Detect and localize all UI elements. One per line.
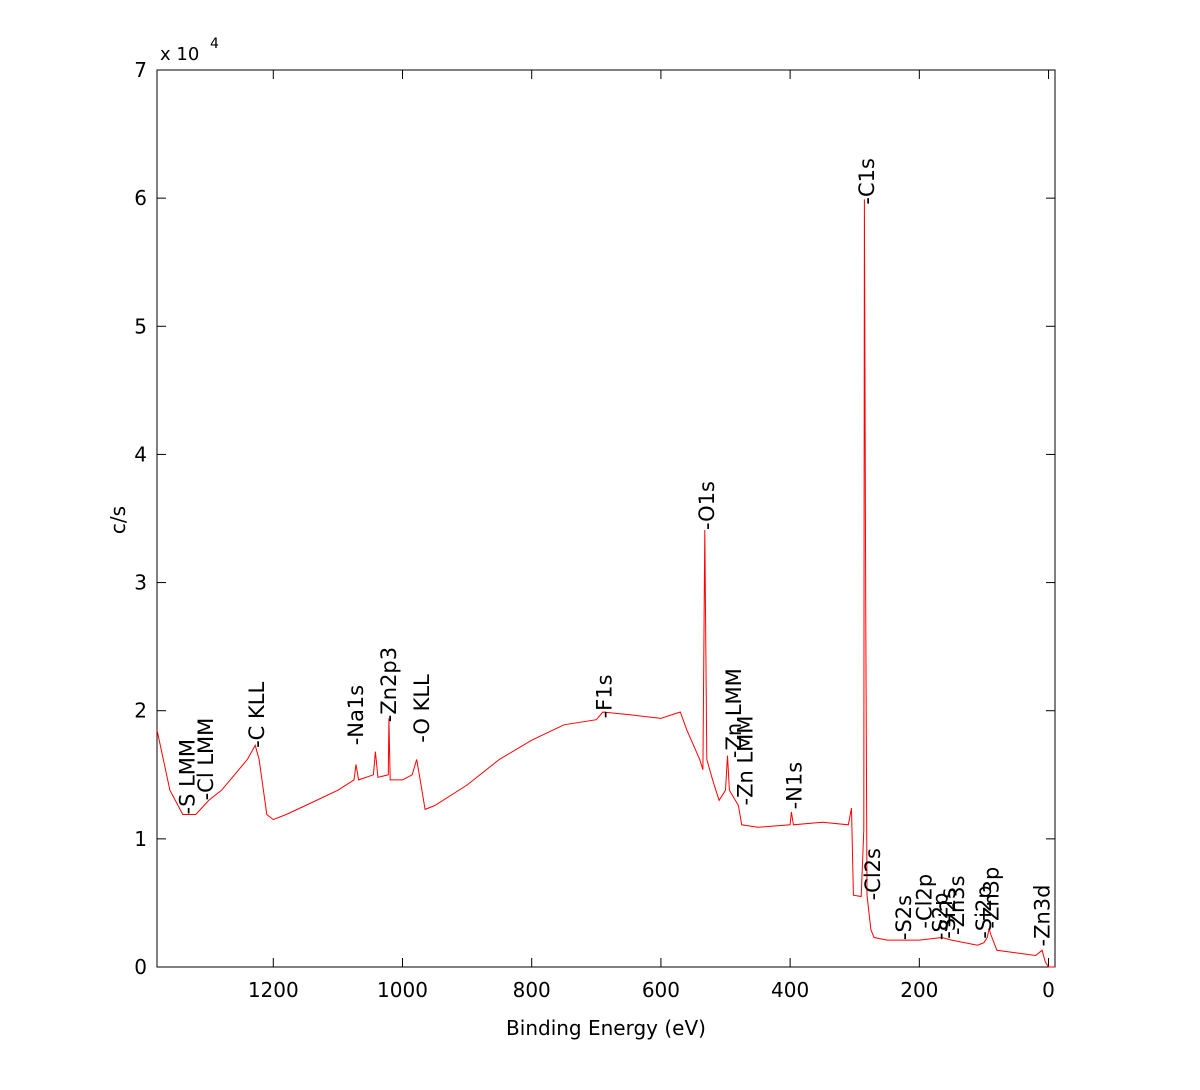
y-multiplier: x 10	[160, 44, 199, 65]
peak-label: -O1s	[695, 481, 719, 530]
y-tick-label: 2	[134, 699, 147, 723]
y-tick-label: 0	[134, 955, 147, 979]
peak-label: -S2s	[892, 895, 916, 940]
peak-label: -C KLL	[245, 682, 269, 748]
x-tick-label: 200	[900, 978, 938, 1002]
peak-label: -N1s	[783, 762, 807, 810]
y-tick-label: 5	[134, 314, 147, 338]
peak-label: -Na1s	[344, 685, 368, 745]
peak-label: -Zn LMM	[734, 716, 758, 806]
peak-label: -Zn LMM	[722, 668, 746, 758]
x-tick-label: 600	[642, 978, 680, 1002]
y-tick-label: 7	[134, 58, 147, 82]
y-axis-title: c/s	[106, 506, 130, 534]
peak-label: -Cl LMM	[194, 718, 218, 801]
peak-label: -Si2p	[972, 885, 996, 938]
peak-label: -Zn2p3	[377, 647, 401, 722]
peak-label: -Cl2s	[861, 848, 885, 900]
y-multiplier-exponent: 4	[210, 36, 219, 52]
peak-label: -Zn3p	[980, 867, 1004, 929]
y-tick-label: 1	[134, 827, 147, 851]
peak-label: -Si2s	[936, 888, 960, 939]
x-tick-label: 1000	[377, 978, 428, 1002]
y-tick-label: 6	[134, 186, 147, 210]
peak-label: -Cl2p	[913, 874, 937, 929]
peak-label: -F1s	[593, 674, 617, 718]
peak-label: -Zn3d	[1031, 885, 1055, 947]
plot-frame	[156, 69, 1056, 968]
peak-label: -S2p	[929, 892, 953, 940]
peak-label: -S LMM	[175, 739, 199, 815]
x-axis-title: Binding Energy (eV)	[506, 1016, 706, 1040]
x-tick-label: 400	[771, 978, 809, 1002]
peak-label: -Zn3s	[945, 875, 969, 935]
x-tick-label: 800	[513, 978, 551, 1002]
x-tick-label: 0	[1042, 978, 1055, 1002]
y-tick-label: 4	[134, 442, 147, 466]
peak-label: -C1s	[855, 158, 879, 205]
peak-label: -O KLL	[410, 674, 434, 743]
spectrum-line	[156, 199, 1055, 968]
y-tick-label: 3	[134, 571, 147, 595]
x-tick-label: 1200	[248, 978, 299, 1002]
